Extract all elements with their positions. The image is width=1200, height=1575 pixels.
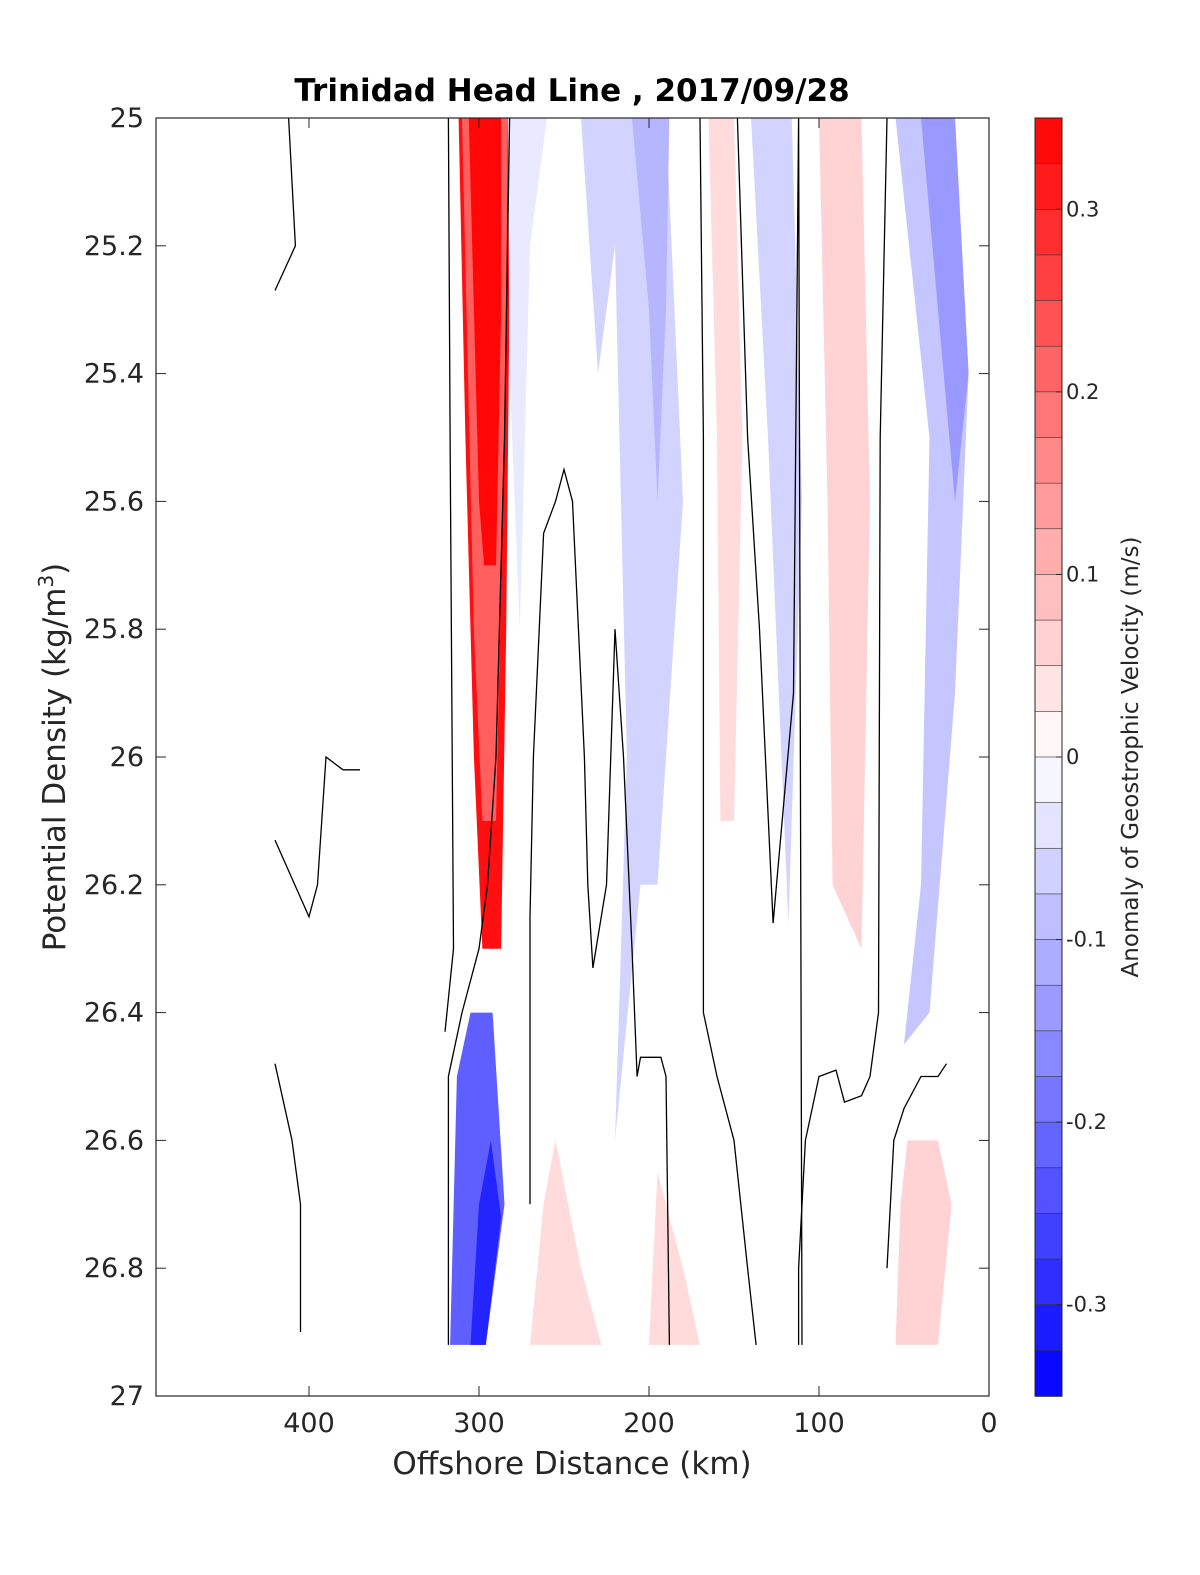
x-tick-label: 300 [453,1408,505,1439]
field-upper-positive-band-a [708,118,743,821]
colorbar-level-23 [1034,1167,1063,1215]
colorbar-level-3 [1034,254,1063,302]
colorbar-tick-label: -0.2 [1066,1110,1107,1134]
colorbar-level-9 [1034,528,1063,576]
field-lower-negative-jet-core [470,1140,502,1345]
colorbar-tick-label: 0.2 [1066,380,1099,404]
y-tick-label: 26.4 [84,998,144,1029]
y-tick-label: 26.8 [84,1253,144,1284]
colorbar-tick-label: 0.3 [1066,197,1099,221]
colorbar-level-18 [1034,939,1063,987]
colorbar-level-16 [1034,847,1063,895]
colorbar-level-11 [1034,619,1063,667]
contour-line-0 [274,117,297,291]
colorbar-ticks: 0.3 0.2 0.1 0 -0.1 -0.2 -0.3 [1056,197,1107,1317]
plot-area [450,118,969,1345]
contour-line-2 [274,1063,302,1333]
chart-title: Trinidad Head Line , 2017/09/28 [294,73,849,109]
y-tick-label: 25.8 [84,614,144,645]
colorbar-level-17 [1034,893,1063,941]
x-tick-label: 400 [283,1408,335,1439]
colorbar-label: Anomaly of Geostrophic Velocity (m/s) [1118,537,1144,978]
colorbar-level-0 [1034,117,1063,165]
contour-line-8 [797,117,888,1345]
colorbar-level-20 [1034,1030,1063,1078]
colorbar-tick-label: -0.3 [1066,1293,1107,1317]
y-axis-label-main: Potential Density (kg/m [37,588,73,952]
field-nearshore-negative-core [921,118,969,502]
colorbar-tick-label: 0 [1066,745,1079,769]
contour-line-1 [274,755,360,919]
y-tick-label: 26.6 [84,1125,144,1156]
field-mid-negative-band [751,118,802,924]
colorbar-level-10 [1034,574,1063,621]
y-tick-label: 26.2 [84,870,144,901]
colorbar-level-19 [1034,984,1063,1032]
colorbar-level-5 [1034,345,1063,393]
y-tick-label: 25.2 [84,231,144,262]
y-tick-label: 26 [110,742,144,773]
colorbar-level-26 [1034,1304,1063,1352]
field-upper-positive-band-b [819,118,870,949]
colorbar-level-1 [1034,163,1063,211]
contour-line-6 [699,117,757,1345]
contour-line-9 [886,1063,948,1269]
colorbar-level-14 [1034,756,1063,804]
colorbar-level-27 [1034,1350,1063,1397]
colorbar-level-15 [1034,802,1063,850]
y-tick-label: 25.6 [84,486,144,517]
x-axis-label: Offshore Distance (km) [392,1446,751,1482]
field-lower-nearshore-positive [895,1140,952,1345]
colorbar-level-13 [1034,711,1063,758]
contour-lines [274,117,948,1345]
field-lower-positive-patches [530,1140,700,1345]
colorbar-level-6 [1034,391,1063,439]
field-upper-negative-band-a [507,118,547,630]
colorbar-level-7 [1034,437,1063,484]
x-tick-label: 0 [980,1408,997,1439]
y-axis-label-close: ) [37,563,73,575]
colorbar-tick-label: 0.1 [1066,562,1099,586]
colorbar-level-4 [1034,300,1063,348]
x-axis-ticks: 400 300 200 100 0 [283,118,998,1439]
x-tick-label: 200 [623,1408,675,1439]
colorbar-level-12 [1034,665,1063,713]
y-tick-label: 27 [110,1381,144,1412]
colorbar-level-8 [1034,482,1063,530]
x-tick-label: 100 [793,1408,845,1439]
contour-line-5 [529,466,671,1345]
field-upper-negative-band-b-core [632,118,670,502]
field-upper-negative-band-b [581,118,683,1141]
y-tick-label: 25 [110,103,144,134]
y-axis-ticks: 25 25.2 25.4 25.6 25.8 26 26.2 26.4 26.6 26.8 27 [84,103,989,1412]
colorbar-level-21 [1034,1076,1063,1123]
colorbar-tick-label: -0.1 [1066,928,1107,952]
y-axis-label-superscript: 3 [34,575,58,588]
colorbar-level-22 [1034,1121,1063,1169]
y-axis-label: Potential Density (kg/m3) [34,563,73,952]
colorbar-level-2 [1034,208,1063,256]
field-jet-core [468,118,502,566]
colorbar-level-24 [1034,1213,1063,1260]
contour-line-3 [444,117,455,1032]
y-tick-label: 25.4 [84,359,144,390]
contour-line-4 [447,117,511,1345]
colorbar-level-25 [1034,1258,1063,1306]
